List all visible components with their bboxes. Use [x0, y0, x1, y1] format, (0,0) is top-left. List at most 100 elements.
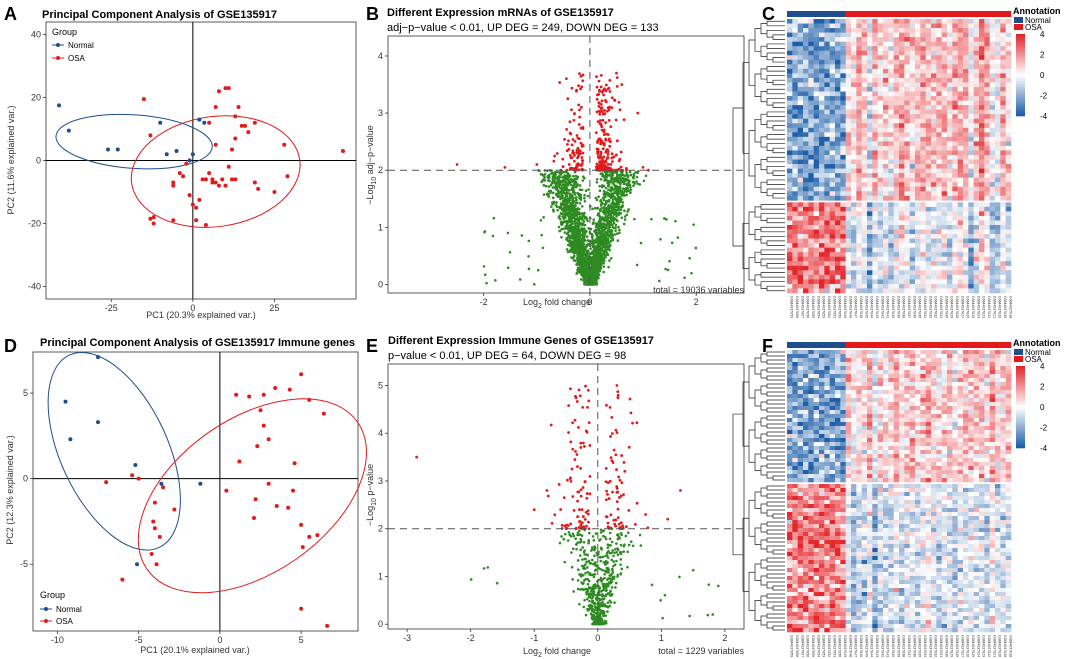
non-significant-gene-point [576, 223, 580, 226]
significant-deg-point [596, 93, 599, 97]
heatmap-cell [872, 55, 878, 61]
heatmap-cell [941, 164, 948, 169]
osa-sample-point [171, 180, 176, 185]
heatmap-cell [872, 150, 878, 156]
heatmap-cell [920, 182, 926, 188]
heatmap-cell [797, 87, 804, 92]
heatmap-cell [808, 220, 814, 226]
non-significant-gene-point [632, 184, 635, 188]
significant-deg-point [596, 150, 600, 154]
heatmap-cell [915, 105, 921, 110]
heatmap-cell [824, 82, 830, 88]
heatmap-cell [925, 100, 932, 106]
heatmap-cell [792, 109, 798, 115]
heatmap-cell [995, 59, 1001, 65]
heatmap-cell [877, 136, 884, 142]
heatmap-cell [856, 195, 862, 201]
non-significant-gene-point [598, 189, 602, 192]
non-significant-gene-point [561, 175, 564, 179]
heatmap-cell [995, 100, 1001, 106]
heatmap-cell [829, 114, 836, 120]
heatmap-cell [861, 173, 868, 178]
heatmap-cell [893, 50, 900, 56]
heatmap-cell [851, 96, 857, 101]
heatmap-cell [968, 191, 974, 197]
non-significant-gene-point [596, 213, 600, 217]
heatmap-cell [963, 206, 969, 212]
heatmap-cell [867, 37, 873, 42]
significant-deg-point [570, 143, 574, 147]
heatmap-cell [984, 123, 990, 129]
heatmap-cell [979, 177, 985, 183]
heatmap-cell [888, 173, 894, 178]
heatmap-cell [1005, 127, 1012, 133]
heatmap-cell [883, 150, 889, 156]
heatmap-cell [941, 136, 948, 142]
non-significant-gene-point [586, 239, 590, 242]
heatmap-cell [851, 41, 857, 47]
heatmap-cell [808, 136, 814, 142]
significant-deg-point [570, 166, 573, 170]
heatmap-cell [872, 19, 878, 24]
heatmap-cell [835, 64, 841, 70]
heatmap-cell [925, 59, 932, 65]
heatmap-cell [888, 105, 894, 110]
osa-sample-point [285, 174, 290, 179]
heatmap-cell [829, 59, 836, 65]
heatmap-cell [883, 68, 889, 74]
significant-deg-point [579, 141, 583, 145]
non-significant-gene-point [626, 175, 630, 179]
heatmap-cell [819, 127, 825, 133]
heatmap-cell [920, 123, 926, 129]
heatmap-cell [893, 100, 900, 106]
annotation-bar-cell [936, 11, 942, 17]
heatmap-cell [909, 41, 916, 47]
heatmap-cell [893, 73, 900, 79]
heatmap-cell [840, 159, 846, 165]
heatmap-cell [920, 96, 926, 101]
heatmap-cell [925, 23, 932, 29]
heatmap-cell [883, 82, 889, 88]
non-significant-gene-point [614, 229, 617, 232]
heatmap-cell [941, 55, 948, 61]
heatmap-cell [899, 96, 905, 101]
heatmap-cell [973, 28, 980, 33]
heatmap-cell [920, 168, 926, 174]
heatmap-cell [845, 100, 852, 106]
heatmap-cell [979, 132, 985, 138]
significant-deg-point [604, 150, 608, 154]
heatmap-cell [797, 215, 804, 221]
heatmap-cell [797, 114, 804, 120]
heatmap-cell [909, 215, 916, 221]
heatmap-cell [968, 132, 974, 138]
significant-deg-point [606, 133, 610, 136]
osa-sample-point [213, 142, 218, 147]
non-significant-gene-point [574, 196, 577, 200]
heatmap-cell [803, 150, 809, 156]
heatmap-cell [963, 159, 969, 165]
heatmap-cell [947, 123, 953, 129]
heatmap-cell [845, 64, 852, 70]
heatmap-cell [893, 182, 900, 188]
significant-deg-point [596, 147, 600, 151]
non-significant-gene-point [598, 257, 601, 260]
heatmap-cell [947, 96, 953, 101]
heatmap-cell [835, 215, 841, 221]
heatmap-cell [989, 173, 996, 178]
heatmap-cell [941, 150, 948, 156]
heatmap-cell [893, 46, 900, 52]
heatmap-cell [931, 59, 937, 65]
heatmap-cell [904, 155, 910, 160]
heatmap-cell [989, 68, 996, 74]
non-significant-gene-point [569, 218, 572, 222]
heatmap-cell [925, 186, 932, 192]
heatmap-cell [819, 206, 825, 212]
heatmap-cell [835, 87, 841, 92]
heatmap-cell [819, 195, 825, 201]
heatmap-cell [787, 182, 793, 188]
heatmap-cell [973, 59, 980, 65]
heatmap-cell [941, 206, 948, 212]
heatmap-cell [963, 155, 969, 160]
heatmap-cell [899, 23, 905, 29]
